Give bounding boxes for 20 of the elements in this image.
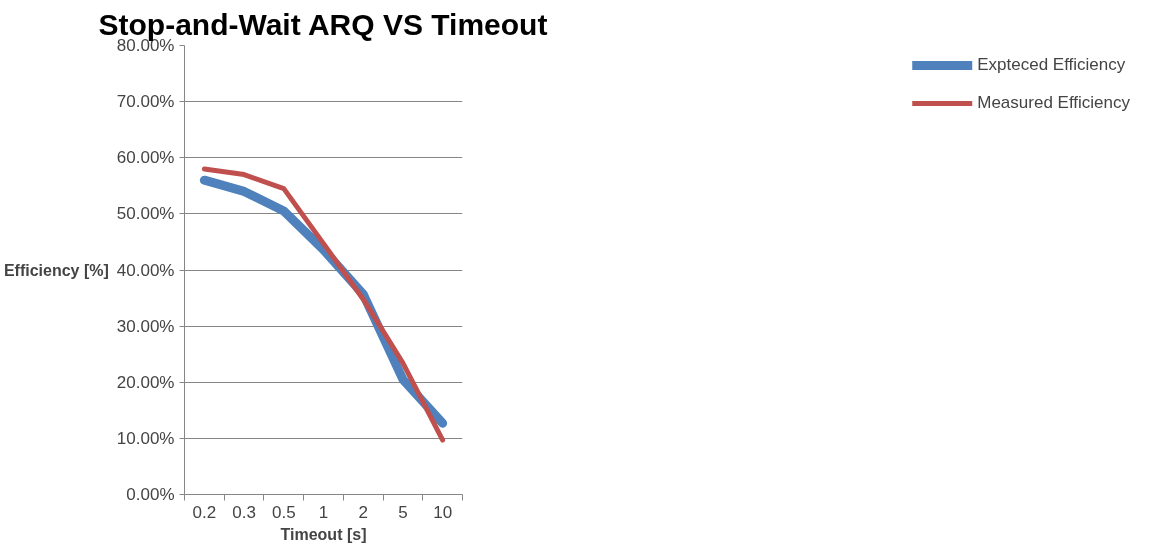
y-tick-label: 10.00% [116, 428, 175, 448]
x-tick-label: 0.5 [271, 502, 296, 522]
chart-title: Stop-and-Wait ARQ VS Timeout [98, 7, 548, 41]
x-tick-label: 0.3 [232, 502, 256, 522]
y-tick-label: 40.00% [116, 260, 175, 280]
x-axis-title: Timeout [s] [280, 525, 367, 543]
x-tick-label: 10 [433, 502, 453, 522]
y-tick-label: 60.00% [116, 148, 175, 168]
x-tick-label: 2 [358, 502, 368, 522]
y-tick-label: 50.00% [116, 204, 175, 224]
y-tick-label: 0.00% [126, 485, 175, 504]
y-tick-label: 30.00% [116, 316, 175, 336]
legend-label: Expteced Efficiency [977, 55, 1126, 75]
y-axis-title: Efficiency [%] [3, 261, 109, 279]
legend-label: Measured Efficiency [977, 93, 1130, 113]
y-tick-label: 20.00% [116, 372, 175, 392]
x-tick-label: 5 [398, 502, 408, 522]
y-tick-label: 70.00% [116, 92, 175, 112]
x-tick-label: 0.2 [192, 502, 217, 522]
x-tick-label: 1 [318, 502, 329, 522]
